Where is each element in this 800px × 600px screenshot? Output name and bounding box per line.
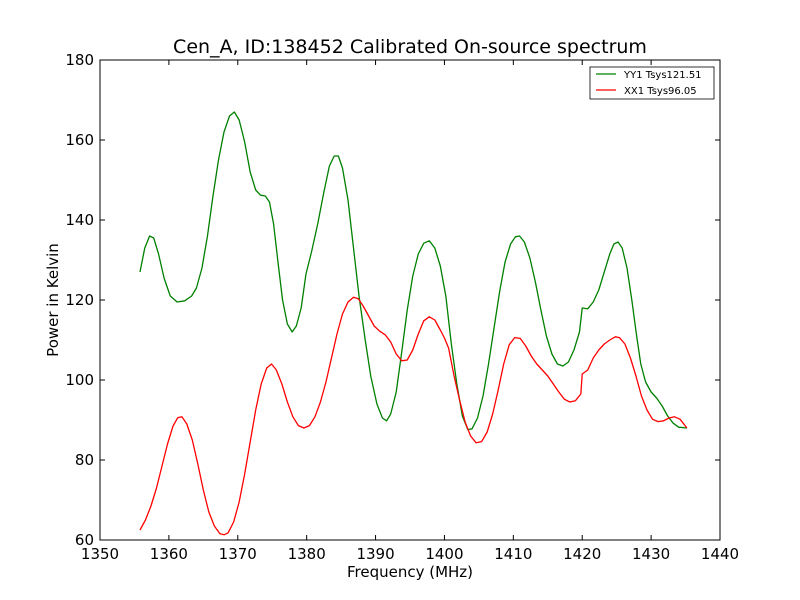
plot-background: [100, 60, 720, 540]
legend: YY1 Tsys121.51 XX1 Tsys96.05: [589, 66, 715, 100]
y-axis-label: Power in Kelvin: [44, 243, 62, 357]
y-tick-label: 120: [65, 291, 94, 309]
y-tick-label: 180: [65, 51, 94, 69]
legend-label-2: XX1 Tsys96.05: [624, 86, 697, 97]
y-tick-label: 80: [75, 451, 94, 469]
x-tick-label: 1410: [494, 545, 532, 563]
y-tick-label: 60: [75, 531, 94, 549]
legend-label-1: YY1 Tsys121.51: [623, 70, 702, 81]
x-tick-label: 1440: [701, 545, 739, 563]
x-tick-label: 1360: [150, 545, 188, 563]
x-tick-label: 1430: [632, 545, 670, 563]
legend-box: [589, 66, 715, 100]
y-tick-label: 140: [65, 211, 94, 229]
x-tick-label: 1400: [425, 545, 463, 563]
x-tick-label: 1420: [563, 545, 601, 563]
y-tick-label: 100: [65, 371, 94, 389]
x-axis-ticks: 1350 1360 1370 1380 1390 1400 1410 1420 1430 1440: [81, 60, 739, 563]
y-axis-ticks: 60 80 100 120 140 160 180: [65, 51, 720, 549]
series-line-1: [139, 111, 687, 431]
series-layer: [139, 111, 688, 536]
plot-area: 1350 1360 1370 1380 1390 1400 1410 1420 1430 1440…: [65, 51, 739, 563]
series-line-2: [139, 296, 688, 536]
x-tick-label: 1370: [219, 545, 257, 563]
x-tick-label: 1380: [288, 545, 326, 563]
x-tick-label: 1390: [356, 545, 394, 563]
x-axis-label: Frequency (MHz): [347, 563, 473, 581]
chart-title: Cen_A, ID:138452 Calibrated On-source sp…: [173, 36, 647, 58]
y-tick-label: 160: [65, 131, 94, 149]
x-tick-label: 1350: [81, 545, 119, 563]
